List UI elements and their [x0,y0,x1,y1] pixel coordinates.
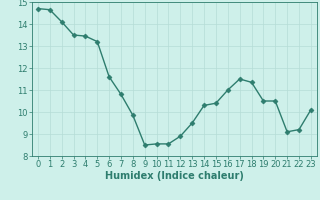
X-axis label: Humidex (Indice chaleur): Humidex (Indice chaleur) [105,171,244,181]
